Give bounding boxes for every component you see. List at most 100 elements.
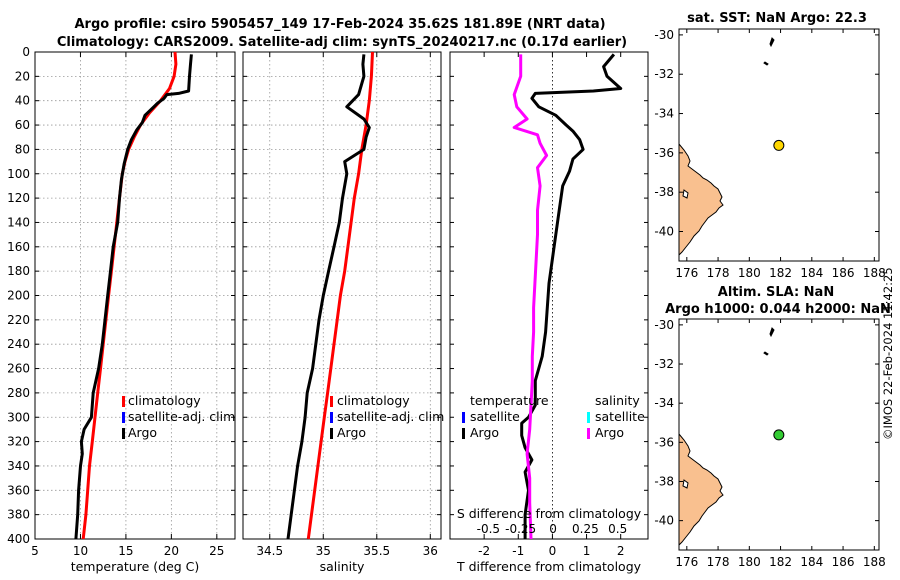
x-tick-label: -2 (478, 544, 490, 558)
sst-map-title: sat. SST: NaN Argo: 22.3 (687, 11, 867, 26)
x-tick-label: 5 (31, 544, 39, 558)
lon-tick-label: 186 (832, 555, 855, 569)
legend-temperature-header: temperature (470, 393, 549, 408)
legend-salinity-header: salinity (595, 393, 640, 408)
legend-t-satellite-swatch (462, 412, 465, 423)
y-tick-label: 80 (15, 142, 30, 156)
difference-series (512, 53, 623, 540)
y-tick-label: 60 (15, 118, 30, 132)
lon-tick-label: 182 (769, 266, 792, 280)
lat-tick-label: -40 (654, 225, 674, 239)
s-difference-tick-label: -0.25 (505, 522, 536, 536)
imos-credit: ©IMOS 22-Feb-2024 11:42:25 (881, 267, 895, 440)
legend-argo: Argo (128, 425, 157, 440)
y-tick-label: 200 (7, 289, 30, 303)
difference-panel: -2 -1 0 1 2 -0.5 -0.25 0 0.25 0.5 S difference f… (449, 51, 649, 574)
temperature-ticks: 5 10 15 20 25 0 20 40 60 80 100 120 140 160 180 200 220 2… (7, 45, 235, 558)
legend-climatology-swatch (122, 396, 125, 407)
x-tick-label: 20 (164, 544, 179, 558)
x-tick-label: 15 (118, 544, 133, 558)
y-tick-label: 100 (7, 167, 30, 181)
lat-tick-label: -32 (654, 67, 674, 81)
y-tick-label: 300 (7, 410, 30, 424)
lat-tick-label: -36 (654, 146, 674, 160)
x-tick-label: 10 (73, 544, 88, 558)
x-tick-label: 35.5 (363, 544, 390, 558)
salinity-grid (243, 52, 441, 539)
difference-xlabel: T difference from climatology (456, 559, 642, 574)
lat-tick-label: -36 (654, 435, 674, 449)
x-tick-label: 1 (583, 544, 591, 558)
sla-map-ticks: 176 178 180 182 184 186 188 -30 -32 -34 -36 -38 -40 (654, 318, 885, 569)
salinity-panel: 34.5 35 35.5 36 salinity climatology satell… (242, 51, 444, 574)
legend-argo-swatch (330, 428, 333, 439)
lon-tick-label: 180 (738, 555, 761, 569)
x-tick-label: 0 (549, 544, 557, 558)
temperature-grid (35, 52, 235, 539)
lat-tick-label: -30 (654, 318, 674, 332)
s-difference-tick-label: 0.5 (608, 522, 627, 536)
s-difference-label: S difference from climatology (457, 506, 642, 521)
y-tick-label: 360 (7, 483, 30, 497)
difference-legend: temperature satellite Argo salinity sate… (462, 393, 645, 440)
y-tick-label: 120 (7, 191, 30, 205)
legend-satellite-adj-clim: satellite-adj. clim (128, 409, 235, 424)
salinity-legend: climatology satellite-adj. clim Argo (330, 393, 444, 440)
y-tick-label: 180 (7, 264, 30, 278)
lon-tick-label: 176 (675, 266, 698, 280)
argo-position-marker (773, 429, 785, 441)
islands (763, 327, 775, 356)
y-tick-label: 220 (7, 313, 30, 327)
series-climatology (306, 51, 374, 540)
series-salinity-argo (512, 54, 549, 540)
legend-s-satellite: satellite (595, 409, 645, 424)
salinity-ticks: 34.5 35 35.5 36 (243, 51, 441, 558)
y-tick-label: 140 (7, 215, 30, 229)
legend-t-argo-swatch (462, 428, 465, 439)
s-difference-tick-label: 0 (549, 522, 557, 536)
lon-tick-label: 184 (800, 266, 823, 280)
lat-tick-label: -40 (654, 514, 674, 528)
y-tick-label: 400 (7, 532, 30, 546)
y-tick-label: 380 (7, 508, 30, 522)
legend-argo-swatch (122, 428, 125, 439)
y-tick-label: 260 (7, 362, 30, 376)
islands (763, 37, 775, 66)
y-tick-label: 240 (7, 337, 30, 351)
legend-s-satellite-swatch (587, 412, 590, 423)
y-tick-label: 340 (7, 459, 30, 473)
lon-tick-label: 180 (738, 266, 761, 280)
legend-s-argo-swatch (587, 428, 590, 439)
australia-coast (678, 142, 724, 257)
island-outline (682, 189, 689, 199)
lat-tick-label: -30 (654, 28, 674, 42)
lat-tick-label: -38 (654, 185, 674, 199)
salinity-xlabel: salinity (320, 559, 365, 574)
sst-map-panel: sat. SST: NaN Argo: 22.3 176 178 180 182 184… (654, 11, 885, 280)
y-tick-label: 20 (15, 69, 30, 83)
australia-coast (678, 432, 724, 547)
y-tick-label: 280 (7, 386, 30, 400)
difference-s-ticks: -0.5 -0.25 0 0.25 0.5 (477, 522, 628, 536)
s-difference-tick-label: -0.5 (477, 522, 500, 536)
lon-tick-label: 184 (800, 555, 823, 569)
difference-ticks: -2 -1 0 1 2 (450, 51, 648, 558)
lon-tick-label: 188 (863, 266, 886, 280)
x-tick-label: 34.5 (256, 544, 283, 558)
x-tick-label: 25 (209, 544, 224, 558)
sst-map-ticks: 176 178 180 182 184 186 188 -30 -32 -34 -36 -38 -40 (654, 28, 885, 280)
title-line-2: Climatology: CARS2009. Satellite-adj cli… (57, 35, 627, 50)
series-temperature-argo (520, 53, 623, 539)
lat-tick-label: -34 (654, 396, 674, 410)
lon-tick-label: 178 (707, 266, 730, 280)
x-tick-label: 2 (617, 544, 625, 558)
sla-map-title-line-1: Altim. SLA: NaN (718, 285, 834, 300)
legend-t-argo: Argo (470, 425, 499, 440)
lon-tick-label: 186 (832, 266, 855, 280)
y-tick-label: 40 (15, 94, 30, 108)
temperature-xlabel: temperature (deg C) (71, 559, 200, 574)
lon-tick-label: 188 (863, 555, 886, 569)
legend-climatology-swatch (330, 396, 333, 407)
legend-s-argo: Argo (595, 425, 624, 440)
s-difference-tick-label: 0.25 (572, 522, 599, 536)
